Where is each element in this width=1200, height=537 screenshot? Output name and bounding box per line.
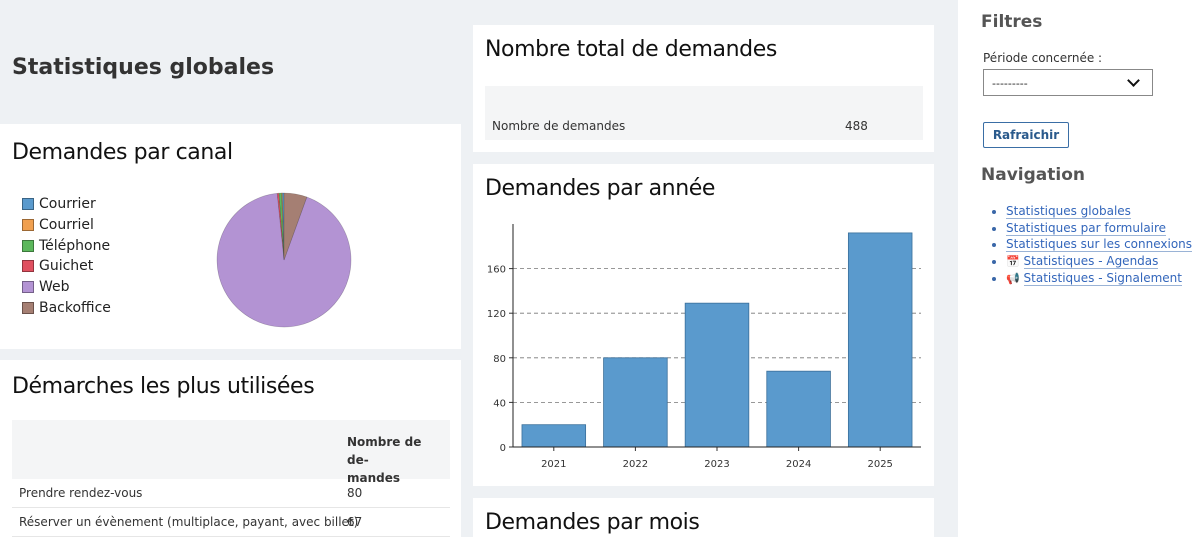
bar-2022	[603, 357, 668, 448]
legend-label: Courriel	[39, 217, 94, 234]
procedure-name: Prendre rendez-vous	[19, 486, 143, 500]
navigation-title: Navigation	[981, 165, 1085, 185]
bar-2024	[766, 370, 831, 448]
top-procedures-card: Démarches les plus utilisées Nombre de d…	[0, 360, 461, 537]
legend-item: Courrier	[22, 194, 111, 215]
y-tick-label: 160	[487, 265, 506, 276]
requests-per-month-title: Demandes par mois	[485, 510, 700, 535]
nav-link-connection-stats[interactable]: Statistiques sur les connexions	[1006, 237, 1193, 253]
table-row: Prendre rendez-vous 80	[12, 479, 450, 508]
total-requests-title: Nombre total de demandes	[485, 37, 777, 62]
x-tick-label: 2023	[704, 459, 729, 470]
procedure-count: 67	[347, 515, 363, 529]
x-tick-label: 2021	[541, 459, 566, 470]
nav-item: Statistiques par formulaire	[1006, 220, 1192, 237]
legend-item: Téléphone	[22, 235, 111, 256]
y-tick-label: 40	[493, 398, 506, 409]
legend-label: Courrier	[39, 196, 96, 213]
legend-item: Web	[22, 277, 111, 298]
channel-card: Demandes par canal Courrier Courriel Tél…	[0, 124, 461, 349]
legend-label: Web	[39, 279, 70, 296]
channel-pie-chart	[216, 192, 352, 328]
period-label: Période concernée :	[983, 51, 1103, 65]
top-procedures-title: Démarches les plus utilisées	[12, 374, 315, 399]
legend-swatch	[22, 239, 34, 252]
nav-item: Statistiques sur les connexions	[1006, 236, 1193, 253]
y-tick-label: 120	[487, 309, 506, 320]
requests-per-year-title: Demandes par année	[485, 176, 716, 201]
y-tick-label: 80	[493, 354, 506, 365]
filters-title: Filtres	[981, 12, 1043, 32]
requests-per-month-card: Demandes par mois	[473, 498, 934, 537]
pie-slice-backoffice	[283, 192, 308, 261]
pie-slice-téléphone	[278, 192, 285, 261]
channel-title: Demandes par canal	[12, 140, 233, 165]
bar-2023	[684, 302, 750, 448]
legend-swatch	[22, 219, 34, 232]
table-row: Réserver un évènement (multiplace, payan…	[12, 508, 450, 537]
pie-slice-guichet	[276, 192, 285, 261]
total-value: 488	[845, 119, 868, 133]
nav-link-global-stats[interactable]: Statistiques globales	[1006, 204, 1131, 219]
legend-label: Guichet	[39, 258, 94, 275]
legend-item: Guichet	[22, 256, 111, 277]
legend-item: Backoffice	[22, 297, 111, 318]
x-tick-label: 2025	[867, 459, 892, 470]
bar-2021	[521, 424, 587, 448]
total-requests-card: Nombre total de demandes Nombre de deman…	[473, 25, 934, 152]
requests-per-year-chart: 0 40 80 120 160 2021 2022 2023 2024 2025	[487, 224, 921, 470]
nav-link-form-stats[interactable]: Statistiques par formulaire	[1006, 220, 1167, 236]
top-procedures-table: Nombre de de- mandes Prendre rendez-vous…	[12, 420, 450, 537]
procedure-name: Réserver un évènement (multiplace, payan…	[19, 515, 359, 529]
navigation-list: Statistiques globales Statistiques par f…	[1006, 203, 1193, 288]
legend-swatch	[22, 301, 34, 314]
column-header-line: mandes	[347, 471, 401, 485]
legend-item: Courriel	[22, 215, 111, 236]
table-header	[12, 420, 450, 479]
legend-label: Backoffice	[39, 299, 111, 316]
period-select-value: ---------	[992, 77, 1028, 90]
pie-slice-web	[216, 193, 352, 328]
total-table: Nombre de demandes 488	[485, 86, 923, 140]
legend-swatch	[22, 198, 34, 211]
nav-item: 📅 Statistiques - Agendas	[1006, 253, 1192, 271]
sidebar: Filtres Période concernée : --------- Ra…	[958, 0, 1200, 537]
pie-slice-courriel	[281, 192, 285, 261]
page-title: Statistiques globales	[12, 55, 275, 80]
calendar-icon: 📅	[1006, 254, 1020, 268]
period-select[interactable]: ---------	[983, 69, 1153, 96]
column-header-count: Nombre de de- mandes	[347, 433, 442, 487]
megaphone-icon: 📢	[1006, 272, 1020, 286]
legend-swatch	[22, 281, 34, 294]
total-label: Nombre de demandes	[492, 119, 626, 133]
nav-link-agendas-stats[interactable]: Statistiques - Agendas	[1023, 253, 1159, 269]
legend-label: Téléphone	[39, 237, 111, 254]
y-tick-label: 0	[500, 443, 506, 454]
x-tick-label: 2024	[786, 459, 811, 470]
legend-swatch	[22, 260, 34, 273]
refresh-button[interactable]: Rafraichir	[983, 122, 1069, 148]
chevron-down-icon	[1127, 74, 1140, 87]
nav-item: Statistiques globales	[1006, 203, 1192, 220]
nav-link-reports-stats[interactable]: Statistiques - Signalement	[1023, 271, 1182, 287]
nav-item: 📢 Statistiques - Signalement	[1006, 270, 1192, 288]
requests-per-year-card: Demandes par année 0 40 80 120 160 2021 2022 20…	[473, 164, 934, 486]
channel-legend: Courrier Courriel Téléphone Guichet Web …	[22, 194, 111, 318]
x-tick-label: 2022	[623, 459, 648, 470]
procedure-count: 80	[347, 486, 363, 500]
bar-2025	[847, 232, 913, 448]
pie-slice-courrier	[281, 192, 285, 261]
column-header-line: Nombre de de-	[347, 435, 422, 467]
